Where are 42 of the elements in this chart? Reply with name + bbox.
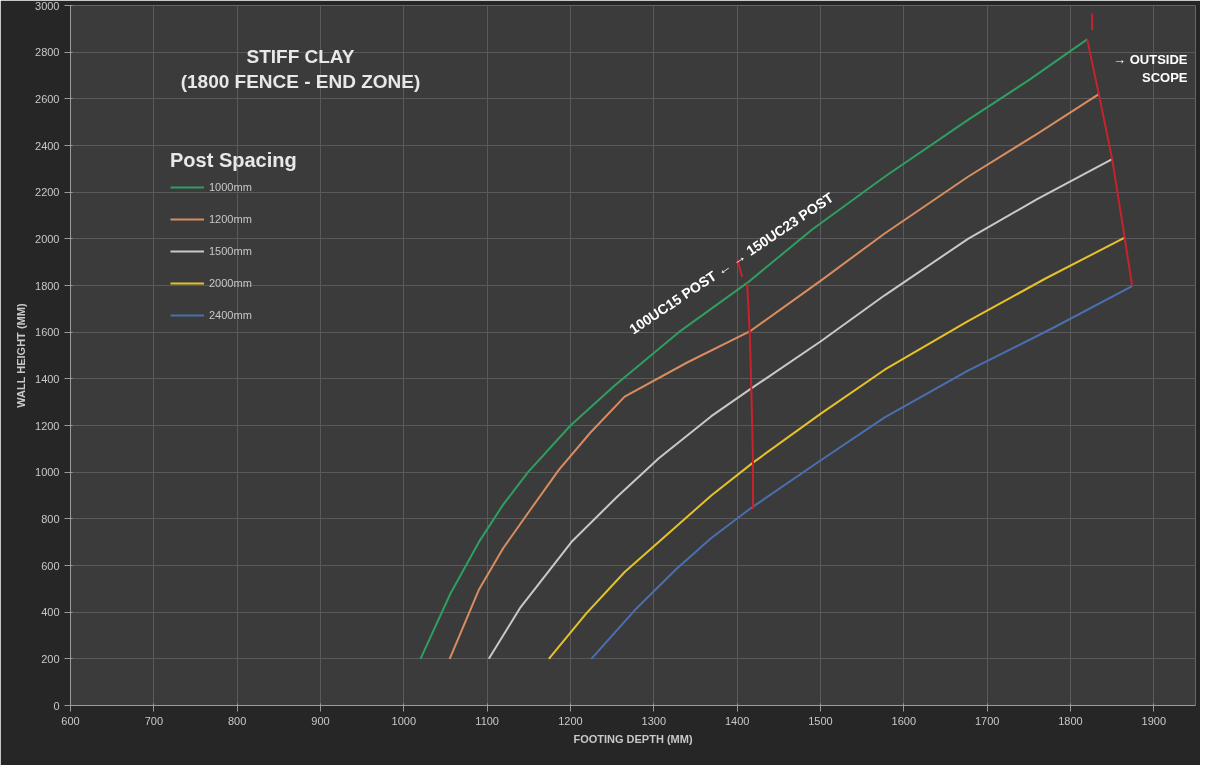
line-series [487, 158, 1114, 660]
legend-label: 1000mm [209, 181, 252, 193]
x-tick-label: 1300 [641, 714, 667, 727]
x-tick-label: 1500 [808, 714, 833, 727]
y-tick-label: 2800 [35, 46, 60, 59]
y-tick-label: 2200 [35, 186, 60, 199]
y-axis-title: WALL HEIGHT (MM) [15, 303, 28, 408]
line-series [746, 281, 754, 511]
x-tick-label: 1700 [974, 714, 1000, 727]
x-tick-label: 1800 [1058, 714, 1083, 727]
x-tick-label: 1000 [391, 714, 417, 727]
x-tick-label: 600 [61, 714, 80, 727]
legend-label: 2000mm [209, 277, 252, 289]
x-tick-label: 1900 [1141, 714, 1167, 727]
x-tick-label: 900 [311, 714, 330, 727]
y-tick-label: 2400 [35, 139, 60, 152]
y-tick-label: 1800 [35, 279, 60, 292]
legend-title: Post Spacing [170, 149, 297, 172]
x-tick-label: 700 [144, 714, 164, 727]
y-tick-label: 1000 [35, 466, 60, 479]
x-tick-label: 1200 [558, 714, 583, 727]
y-tick-label: 2000 [35, 232, 60, 245]
annotation: → OUTSIDE SCOPE [1113, 51, 1188, 85]
y-tick-label: 1200 [35, 419, 60, 432]
y-tick-label: 1400 [35, 372, 60, 385]
x-tick-label: 1400 [724, 714, 750, 727]
x-tick-label: 1600 [891, 714, 917, 727]
y-tick-label: 200 [41, 652, 60, 665]
y-tick-label: 1600 [35, 326, 60, 339]
y-tick-label: 600 [41, 559, 60, 572]
y-tick-label: 800 [41, 512, 60, 525]
x-tick-label: 800 [227, 714, 247, 727]
y-tick-label: 2600 [35, 92, 60, 105]
text: STIFF CLAY (1800 FENCE - END ZONE) [180, 45, 421, 92]
y-tick-label: 0 [53, 699, 60, 712]
x-axis-title: FOOTING DEPTH (MM) [573, 732, 693, 745]
y-tick-label: 3000 [35, 0, 60, 12]
x-tick-label: 1100 [475, 714, 499, 727]
legend-label: 2400mm [209, 309, 252, 321]
y-tick-label: 400 [41, 606, 60, 619]
legend-label: 1500mm [209, 245, 252, 257]
legend-label: 1200mm [209, 213, 252, 225]
